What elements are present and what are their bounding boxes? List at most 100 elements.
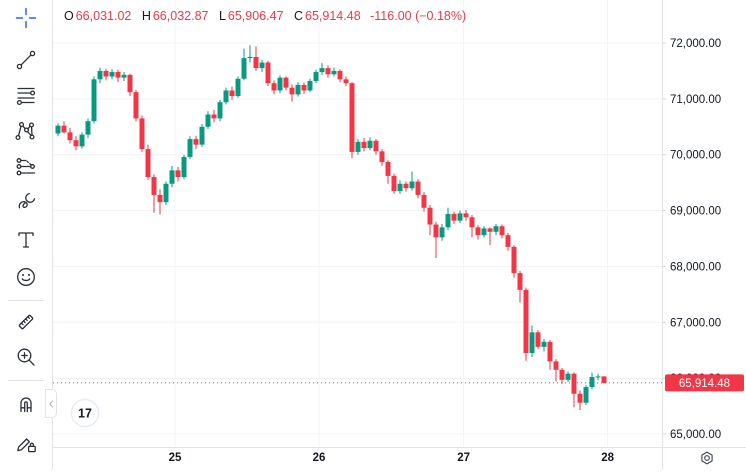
candle-body [127, 74, 133, 93]
candle-body [481, 228, 487, 236]
candle-body [451, 213, 457, 221]
candle-body [487, 228, 493, 232]
ohlc-legend: O 66,031.02 H 66,032.87 L 65,906.47 C 65,914… [64, 9, 466, 24]
candle-body [229, 90, 235, 97]
price-tick-label[interactable]: 68,000.00 [670, 261, 721, 273]
candle-body [139, 118, 145, 150]
text-tool-button[interactable] [12, 226, 40, 254]
emoji-tool-button[interactable] [12, 263, 40, 291]
candle-body [421, 194, 427, 208]
candle-body [379, 151, 385, 162]
candle-body [463, 213, 469, 218]
candle-body [493, 226, 499, 232]
ruler-icon [18, 314, 34, 330]
candle-body [85, 121, 91, 135]
candle-body [103, 70, 109, 77]
fib-retracement-icon [16, 87, 36, 106]
candle-body [199, 126, 205, 145]
candle-body [133, 92, 139, 119]
last-price-tag-label: 65,914.48 [679, 378, 730, 390]
high-label: H [141, 9, 151, 23]
candle-body [259, 62, 265, 69]
trend-line-tool-button[interactable] [12, 46, 40, 74]
trend-line-icon [16, 50, 36, 70]
candle-body [241, 58, 247, 79]
candle-body [361, 141, 367, 149]
zoom-in-tool-button[interactable] [12, 343, 40, 371]
candle-body [277, 77, 283, 91]
candle-body [181, 156, 187, 178]
candle-body [547, 341, 553, 362]
candle-body [553, 361, 559, 370]
candle-body [439, 227, 445, 238]
magnet-tool-button[interactable] [12, 390, 40, 418]
xabcd-pattern-tool-button[interactable] [12, 117, 40, 145]
candle-body [589, 377, 595, 388]
candle-body [457, 213, 463, 221]
candle-body [193, 139, 199, 145]
time-tick-label[interactable]: 26 [313, 452, 326, 464]
open-label: O [64, 9, 74, 23]
pencil-lock-icon [17, 438, 36, 453]
candle-body [61, 125, 67, 133]
logo-circle [70, 398, 100, 428]
crosshair-tool-button[interactable] [12, 4, 40, 32]
candle-body [187, 139, 193, 157]
candle-body [523, 289, 529, 354]
toolbar-divider [8, 300, 44, 301]
candle-body [211, 114, 217, 119]
candle-body [265, 62, 271, 84]
brush-tool-button[interactable] [12, 187, 40, 215]
candle-body [601, 376, 607, 383]
candle-body [535, 332, 541, 347]
candle-body [109, 72, 115, 77]
candle-body [343, 79, 349, 84]
price-tick-label[interactable]: 69,000.00 [670, 206, 721, 218]
candle-body [205, 114, 211, 127]
candle-body [391, 175, 397, 192]
measure-tool-button[interactable] [12, 308, 40, 336]
candle-body [145, 149, 151, 178]
crosshair-icon [15, 7, 37, 29]
candle-body [445, 213, 451, 228]
time-tick-label[interactable]: 25 [169, 452, 182, 464]
toolbar-collapse-button[interactable] [45, 389, 57, 418]
price-tick-label[interactable]: 72,000.00 [670, 38, 721, 50]
candle-body [247, 56, 253, 59]
lock-drawings-tool-button[interactable] [12, 429, 40, 457]
candle-body [115, 72, 121, 78]
candle-body [157, 194, 163, 203]
candle-body [175, 170, 181, 178]
candle-body [301, 84, 307, 91]
tradingview-logo[interactable]: 17 [70, 398, 100, 428]
low-label: L [218, 9, 226, 23]
candle-body [121, 74, 127, 78]
candle-body [151, 177, 157, 195]
xabcd-pattern-icon [15, 121, 35, 141]
price-tick-label[interactable]: 65,000.00 [670, 429, 721, 441]
forecast-tool-button[interactable] [12, 153, 40, 181]
settings-icon[interactable] [698, 449, 716, 467]
close-value: 65,914.48 [305, 9, 361, 23]
price-tick-label[interactable]: 67,000.00 [670, 317, 721, 329]
candle-body [355, 141, 361, 152]
candle-body [253, 56, 259, 69]
candle-body [349, 83, 355, 152]
candle-body [223, 90, 229, 103]
candle-body [541, 341, 547, 347]
candle-body [511, 246, 517, 274]
candle-body [163, 183, 169, 203]
candle-body [307, 80, 313, 91]
candle-body [475, 227, 481, 236]
price-tick-label[interactable]: 71,000.00 [670, 94, 721, 106]
candle-body [385, 161, 391, 176]
candle-body [169, 170, 175, 184]
price-tick-label[interactable]: 70,000.00 [670, 150, 721, 162]
time-tick-label[interactable]: 28 [601, 452, 614, 464]
candle-body [55, 125, 61, 134]
toolbar-divider [8, 380, 44, 381]
candle-body [529, 332, 535, 354]
fib-retracement-tool-button[interactable] [12, 82, 40, 110]
time-tick-label[interactable]: 27 [457, 452, 470, 464]
